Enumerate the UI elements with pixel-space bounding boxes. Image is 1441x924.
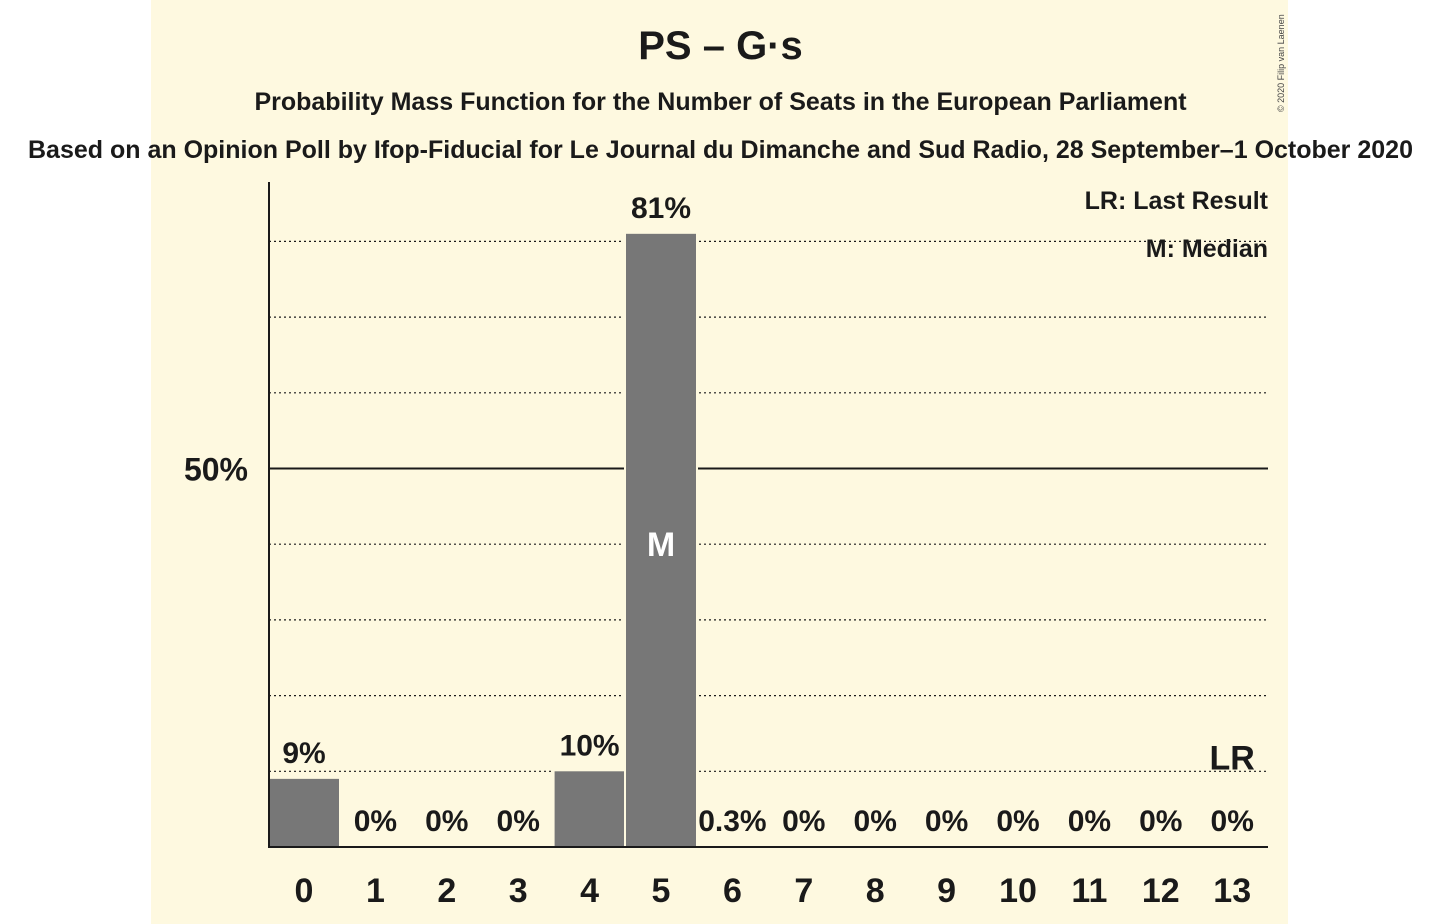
x-tick-label-11: 11 [1071,872,1107,910]
y-tick-label: 50% [184,452,248,488]
x-tick-label-0: 0 [295,872,314,910]
chart-background [151,0,1288,924]
bar-seat-4 [554,771,625,847]
x-tick-label-2: 2 [437,872,456,910]
chart-subtitle: Probability Mass Function for the Number… [254,88,1187,116]
value-label-10: 0% [996,805,1039,838]
value-label-7: 0% [782,805,825,838]
value-label-3: 0% [497,805,540,838]
x-tick-labels: 0 1 2 3 4 5 6 7 8 9 10 11 12 13 [295,872,1252,910]
value-label-11: 0% [1068,805,1111,838]
median-marker: M [647,526,675,564]
x-tick-label-13: 13 [1213,872,1251,910]
x-tick-label-12: 12 [1142,872,1180,910]
last-result-marker: LR [1210,739,1255,777]
chart-source: Based on an Opinion Poll by Ifop-Fiducia… [28,136,1413,164]
bar-seat-5 [626,233,696,847]
value-label-6: 0.3% [698,805,766,838]
value-label-0: 9% [282,737,325,770]
x-tick-label-4: 4 [580,872,599,910]
legend-median: M: Median [1146,235,1268,263]
chart-title: PS – G·s [638,24,803,68]
value-label-12: 0% [1139,805,1182,838]
x-tick-label-6: 6 [723,872,742,910]
x-tick-label-10: 10 [999,872,1037,910]
x-tick-label-5: 5 [652,872,671,910]
value-label-4: 10% [560,729,620,762]
x-tick-label-3: 3 [509,872,528,910]
x-tick-label-8: 8 [866,872,885,910]
value-label-8: 0% [854,805,897,838]
value-label-1: 0% [354,805,397,838]
value-label-13: 0% [1211,805,1254,838]
bars [267,231,698,847]
x-tick-label-7: 7 [794,872,813,910]
value-label-2: 0% [425,805,468,838]
axes: 50% [184,182,1268,848]
value-label-9: 0% [925,805,968,838]
gridlines [269,240,1268,772]
x-tick-label-9: 9 [937,872,956,910]
value-labels: 9% 0% 0% 0% 10% 81% M 0.3% 0% 0% 0% 0% 0% 0% 0% LR [282,192,1255,838]
legend-last-result: LR: Last Result [1085,187,1269,215]
x-tick-label-1: 1 [366,872,385,910]
value-label-5: 81% [631,192,691,225]
bar-seat-0 [269,778,339,847]
